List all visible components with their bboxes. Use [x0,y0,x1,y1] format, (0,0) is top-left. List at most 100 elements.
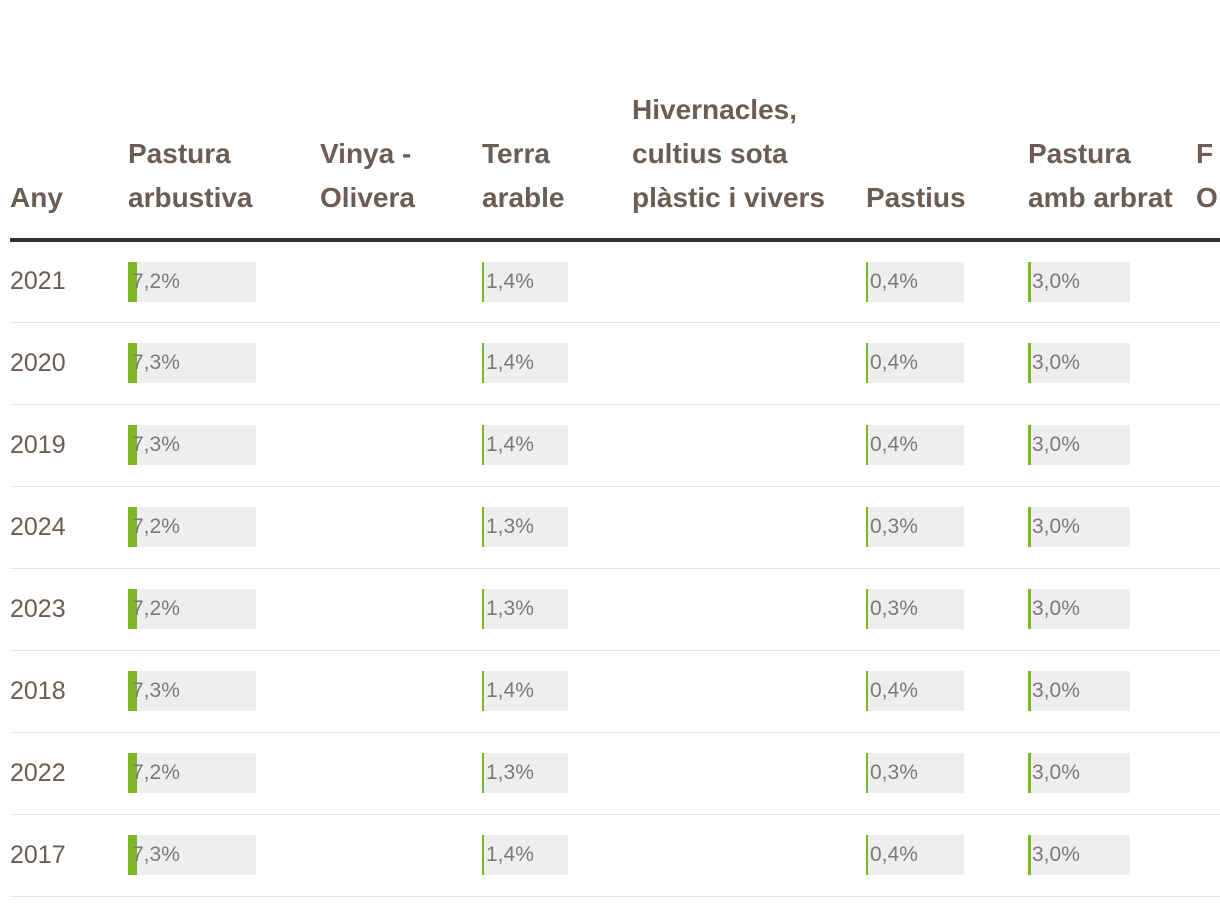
bar-fill [866,589,868,629]
year-cell: 2019 [10,404,128,487]
cell-pastura_arbustiva: 7,3% [128,404,320,487]
table-row: 2019 7,3% 1,4% 0,4% 3,0% [10,404,1220,487]
bar-fill [866,835,868,875]
value-label: 0,4% [870,269,918,293]
cell-pastius: 0,3% [866,732,1028,815]
table-row: 2018 7,3% 1,4% 0,4% 3,0% [10,650,1220,733]
cell-pastura_amb_arbrat: 3,0% [1028,814,1196,897]
data-table: Any Pastura arbustiva Vinya - Olivera Te… [10,0,1220,897]
bar-cell: 3,0% [1028,671,1130,711]
value-label: 7,3% [132,351,180,374]
bar-fill [482,425,484,465]
bar-fill [866,343,868,383]
bar-cell: 1,3% [482,507,568,547]
column-header-pastura-amb-arbrat: Pastura amb arbrat [1028,0,1196,242]
year-cell: 2022 [10,732,128,815]
bar-fill [866,507,868,547]
bar-cell: 7,2% [128,261,256,302]
cell-pastura_arbustiva: 7,2% [128,486,320,569]
bar-fill [128,507,138,547]
bar-cell: 1,3% [482,753,568,793]
cell-pastius: 0,3% [866,568,1028,651]
table-row: 2020 7,3% 1,4% 0,4% 3,0% [10,322,1220,405]
bar-fill [482,835,484,875]
table-row: 2022 7,2% 1,3% 0,3% 3,0% [10,732,1220,815]
cell-hivernacles [632,650,866,733]
cell-hivernacles [632,568,866,651]
bar-fill [1028,835,1032,875]
bar-cell: 0,4% [866,671,964,711]
value-label: 1,4% [486,679,534,702]
cell-vinya_olivera [320,404,482,487]
cell-f_s_o [1196,404,1220,487]
bar-fill [482,261,484,302]
bar-fill [866,261,868,302]
value-label: 1,4% [486,351,534,374]
column-header-pastius: Pastius [866,0,1028,242]
bar-cell: 1,4% [482,671,568,711]
value-label: 1,3% [486,515,534,538]
value-label: 0,3% [870,761,918,784]
bar-fill [1028,261,1032,302]
bar-cell: 7,2% [128,753,256,793]
bar-fill [128,261,138,302]
bar-cell: 1,3% [482,589,568,629]
cell-terra_arable: 1,4% [482,404,632,487]
value-label: 3,0% [1032,433,1080,456]
cell-hivernacles [632,404,866,487]
cell-pastius: 0,4% [866,240,1028,323]
cell-vinya_olivera [320,568,482,651]
bar-fill [128,835,138,875]
bar-fill [1028,343,1032,383]
bar-cell: 1,4% [482,261,568,302]
value-label: 1,4% [486,433,534,456]
year-cell: 2024 [10,486,128,569]
bar-cell: 3,0% [1028,835,1130,875]
bar-cell: 7,3% [128,835,256,875]
bar-fill [128,671,138,711]
bar-fill [866,671,868,711]
bar-fill [482,671,484,711]
year-cell: 2021 [10,240,128,323]
cell-pastius: 0,4% [866,650,1028,733]
table-header: Any Pastura arbustiva Vinya - Olivera Te… [10,0,1220,242]
bar-cell: 7,2% [128,589,256,629]
column-header-terra-arable: Terra arable [482,0,632,242]
cell-f_s_o [1196,486,1220,569]
table-body: 2021 7,2% 1,4% 0,4% 3,0% 2020 7,3% 1,4% 0,4% 3,0%… [10,240,1220,897]
bar-cell: 1,4% [482,343,568,383]
bar-cell: 7,3% [128,425,256,465]
table-row: 2024 7,2% 1,3% 0,3% 3,0% [10,486,1220,569]
cell-pastius: 0,4% [866,814,1028,897]
cell-vinya_olivera [320,732,482,815]
bar-fill [1028,507,1032,547]
bar-fill [128,343,138,383]
cell-pastura_arbustiva: 7,2% [128,732,320,815]
cell-vinya_olivera [320,814,482,897]
bar-cell: 7,3% [128,343,256,383]
year-cell: 2018 [10,650,128,733]
cell-pastius: 0,3% [866,486,1028,569]
value-label: 7,3% [132,843,180,866]
column-header-pastura-arbustiva: Pastura arbustiva [128,0,320,242]
table-row: 2023 7,2% 1,3% 0,3% 3,0% [10,568,1220,651]
cell-f_s_o [1196,814,1220,897]
bar-fill [128,425,138,465]
cell-terra_arable: 1,4% [482,814,632,897]
bar-fill [482,753,484,793]
bar-fill [1028,671,1032,711]
cell-pastura_amb_arbrat: 3,0% [1028,486,1196,569]
bar-cell: 7,2% [128,507,256,547]
cell-hivernacles [632,732,866,815]
value-label: 0,3% [870,515,918,538]
bar-cell: 1,4% [482,425,568,465]
value-label: 3,0% [1032,843,1080,866]
cell-pastura_amb_arbrat: 3,0% [1028,240,1196,323]
bar-cell: 0,3% [866,589,964,629]
bar-cell: 0,4% [866,835,964,875]
bar-cell: 3,0% [1028,261,1130,302]
cell-hivernacles [632,486,866,569]
bar-cell: 0,4% [866,261,964,302]
cell-f_s_o [1196,322,1220,405]
cell-hivernacles [632,240,866,323]
